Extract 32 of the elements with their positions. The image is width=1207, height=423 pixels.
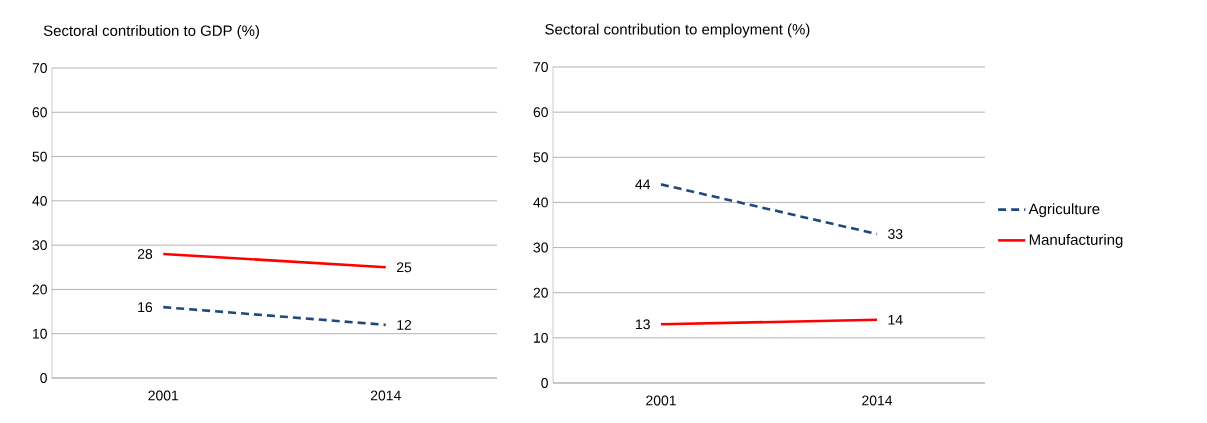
y-tick-label: 40 [533, 197, 548, 208]
x-tick-label: 2014 [862, 395, 893, 406]
legend-label: Agriculture [1028, 203, 1100, 218]
x-tick-label: 2001 [646, 395, 676, 406]
y-tick-label: 60 [533, 107, 548, 118]
data-label: 25 [396, 262, 412, 273]
y-tick-label: 10 [33, 328, 47, 339]
data-label: 44 [635, 179, 651, 190]
data-label: 16 [138, 302, 153, 313]
data-label: 14 [888, 315, 903, 325]
y-tick-label: 40 [32, 195, 47, 206]
y-tick-label: 0 [541, 378, 548, 388]
y-tick-label: 20 [32, 284, 47, 295]
y-tick-label: 0 [40, 373, 47, 383]
y-tick-label: 20 [533, 287, 548, 298]
data-label: 28 [137, 249, 153, 259]
y-tick-label: 70 [32, 63, 47, 73]
y-tick-label: 50 [32, 151, 47, 162]
x-tick-label: 2001 [148, 390, 179, 401]
chart-title: Sectoral contribution to employment (%) [545, 23, 810, 38]
chart-title: Sectoral contribution to GDP (%) [43, 24, 259, 39]
y-tick-label: 10 [534, 332, 548, 343]
data-label: 13 [636, 319, 650, 330]
legend-label: Manufacturing [1029, 233, 1123, 248]
y-tick-label: 30 [533, 242, 548, 253]
y-tick-label: 60 [32, 107, 47, 118]
x-tick-label: 2014 [370, 390, 401, 401]
y-tick-label: 50 [533, 152, 548, 163]
y-tick-label: 70 [533, 62, 548, 72]
data-label: 12 [397, 319, 412, 330]
data-label: 33 [888, 229, 903, 239]
y-tick-label: 30 [32, 240, 47, 251]
